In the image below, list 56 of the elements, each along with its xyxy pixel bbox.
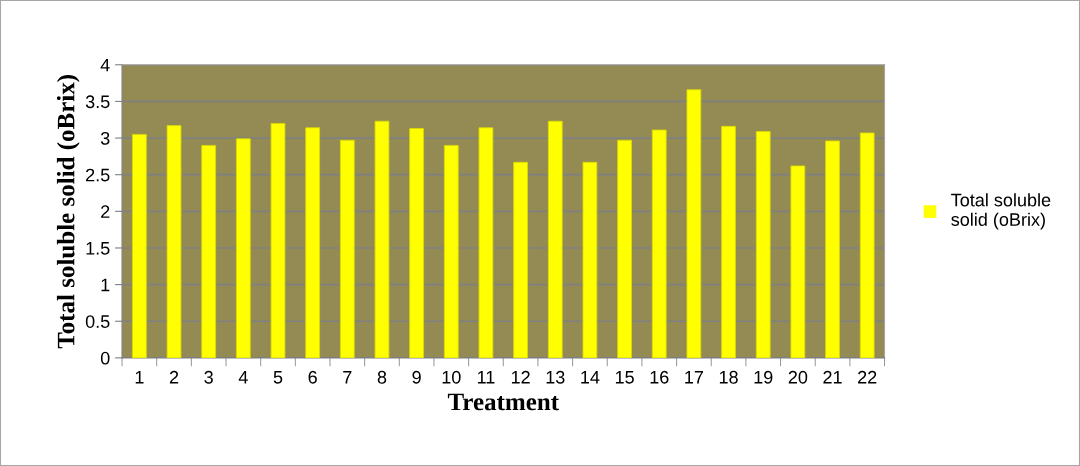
bar bbox=[547, 120, 563, 358]
bar bbox=[790, 165, 806, 358]
x-tick-label: 20 bbox=[788, 370, 808, 384]
bar bbox=[825, 140, 840, 358]
x-tick-label: 18 bbox=[719, 370, 738, 384]
bar bbox=[859, 132, 875, 358]
bar bbox=[132, 133, 147, 358]
bar bbox=[478, 127, 494, 358]
bar bbox=[686, 89, 702, 358]
bar bbox=[235, 138, 251, 358]
x-tick-label: 5 bbox=[273, 371, 283, 384]
x-tick-label: 13 bbox=[546, 370, 565, 384]
bar bbox=[166, 125, 182, 358]
bar bbox=[443, 144, 459, 358]
y-tick-label: 1.5 bbox=[86, 242, 110, 255]
x-tick-label: 10 bbox=[442, 370, 461, 384]
bar bbox=[201, 144, 217, 358]
x-tick-label: 11 bbox=[477, 371, 495, 384]
bar bbox=[409, 128, 424, 358]
y-tick-label: 2 bbox=[101, 205, 110, 218]
bar bbox=[651, 129, 667, 358]
y-tick-label: 0 bbox=[100, 351, 110, 365]
x-tick-label: 8 bbox=[377, 370, 387, 384]
x-tick-label: 17 bbox=[685, 371, 704, 384]
bar bbox=[721, 125, 736, 358]
x-tick-label: 3 bbox=[204, 370, 213, 384]
x-tick-label: 14 bbox=[581, 371, 600, 384]
x-tick-label: 1 bbox=[135, 371, 144, 384]
x-tick-label: 2 bbox=[169, 370, 179, 384]
legend-label: Total soluble solid (oBrix) bbox=[951, 193, 1051, 230]
y-tick-label: 3.5 bbox=[85, 95, 110, 109]
bar bbox=[582, 161, 598, 358]
x-tick-label: 7 bbox=[343, 371, 352, 384]
x-tick-label: 16 bbox=[650, 370, 669, 384]
x-tick-label: 4 bbox=[238, 371, 248, 384]
y-tick-label: 3 bbox=[100, 131, 110, 145]
x-axis-title: Treatment bbox=[447, 393, 559, 411]
bar bbox=[305, 127, 321, 358]
x-tick-label: 6 bbox=[308, 370, 317, 384]
bar bbox=[617, 139, 632, 358]
y-tick-label: 1 bbox=[101, 278, 110, 292]
x-tick-label: 19 bbox=[754, 370, 773, 384]
x-tick-label: 21 bbox=[823, 370, 842, 384]
x-tick-label: 22 bbox=[858, 370, 877, 384]
bar bbox=[339, 139, 355, 358]
y-tick-label: 0.5 bbox=[85, 315, 110, 328]
bar bbox=[513, 161, 528, 358]
bar bbox=[374, 120, 390, 358]
x-tick-label: 9 bbox=[412, 370, 421, 384]
x-tick-label: 12 bbox=[511, 370, 530, 384]
y-tick-label: 2.5 bbox=[86, 168, 110, 182]
bar bbox=[270, 122, 286, 358]
x-tick-label: 15 bbox=[615, 371, 634, 384]
bar bbox=[755, 131, 771, 358]
y-tick-label: 4 bbox=[100, 58, 110, 72]
y-axis-title: Total soluble solid (oBrix) bbox=[56, 75, 80, 349]
